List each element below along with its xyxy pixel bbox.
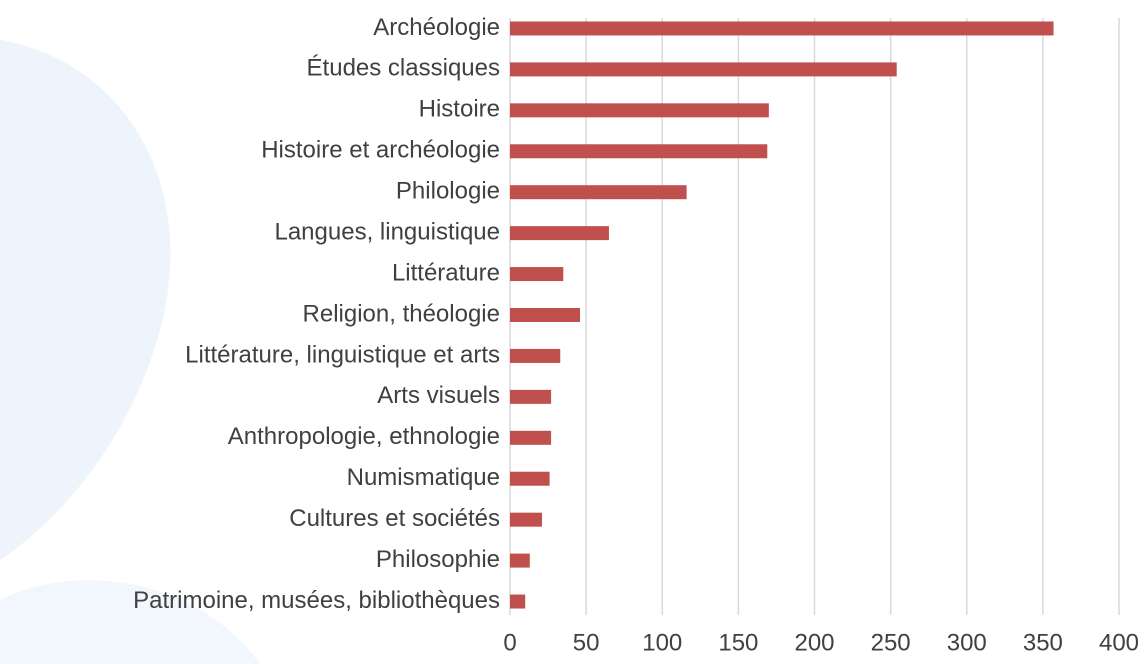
bar [510, 430, 552, 445]
x-tick-label: 400 [1099, 629, 1139, 656]
bar [510, 103, 769, 118]
bar [510, 21, 1054, 36]
background-decoration [0, 40, 260, 664]
y-tick-label: Philosophie [376, 546, 500, 573]
bar [510, 553, 530, 568]
bar [510, 308, 581, 322]
x-tick-label: 100 [642, 629, 682, 656]
y-tick-label: Histoire [419, 96, 500, 123]
x-tick-label: 50 [573, 629, 600, 656]
y-tick-label: Patrimoine, musées, bibliothèques [133, 587, 500, 614]
bar [510, 594, 526, 609]
bar [510, 389, 552, 404]
x-tick-label: 200 [794, 629, 834, 656]
y-tick-label: Numismatique [347, 464, 500, 491]
y-tick-label: Langues, linguistique [274, 218, 500, 245]
y-tick-label: Littérature [392, 259, 500, 286]
bar [510, 226, 609, 241]
bar [510, 62, 897, 77]
y-tick-label: Histoire et archéologie [261, 137, 500, 164]
x-tick-label: 300 [947, 629, 987, 656]
x-tick-label: 150 [718, 629, 758, 656]
bar [510, 144, 768, 159]
x-tick-label: 350 [1023, 629, 1063, 656]
y-tick-label: Études classiques [307, 55, 500, 82]
y-tick-label: Archéologie [373, 14, 500, 41]
x-tick-label: 0 [503, 629, 516, 656]
bar [510, 267, 564, 282]
y-tick-label: Anthropologie, ethnologie [228, 423, 500, 450]
bar [510, 512, 542, 527]
y-tick-label: Cultures et sociétés [289, 505, 500, 532]
y-tick-label: Littérature, linguistique et arts [185, 341, 500, 368]
y-tick-label: Philologie [396, 178, 500, 205]
bar [510, 185, 687, 200]
y-tick-label: Arts visuels [377, 382, 500, 409]
bar [510, 471, 550, 486]
y-tick-label: Religion, théologie [303, 300, 500, 327]
x-tick-label: 250 [871, 629, 911, 656]
bar [510, 348, 561, 363]
